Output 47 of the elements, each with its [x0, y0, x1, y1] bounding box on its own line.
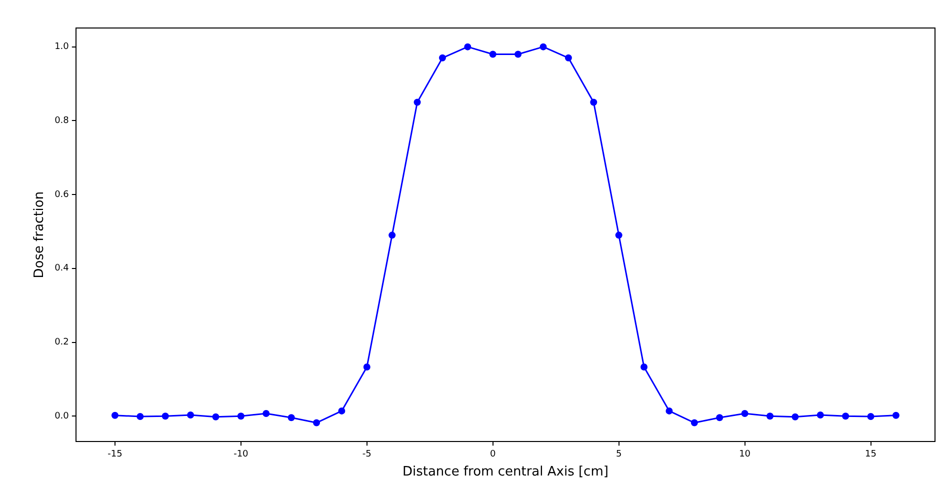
- x-tick-label: 15: [865, 449, 876, 460]
- point: [564, 54, 572, 62]
- point: [363, 364, 370, 371]
- y-tick-label: 0.2: [54, 338, 69, 348]
- y-tick-label: 1.0: [54, 42, 70, 52]
- point: [237, 412, 244, 420]
- point: [187, 412, 194, 419]
- point: [892, 412, 900, 419]
- x-axis-title: Distance from central Axis [cm]: [402, 464, 608, 480]
- point: [666, 407, 673, 414]
- point: [212, 413, 220, 420]
- point: [615, 232, 622, 239]
- point: [640, 364, 648, 371]
- point: [514, 50, 522, 58]
- point: [590, 98, 598, 106]
- point: [414, 98, 421, 106]
- x-tick-label: -10: [234, 449, 249, 460]
- point: [792, 413, 799, 420]
- point: [338, 407, 346, 414]
- x-tick-label: 10: [739, 449, 751, 460]
- point: [313, 419, 320, 426]
- x-tick-label: -15: [108, 449, 122, 460]
- y-tick-label: 0.8: [54, 116, 70, 126]
- point: [842, 412, 850, 420]
- y-tick-label: 0.0: [54, 411, 70, 422]
- point: [388, 232, 396, 239]
- y-tick-label: 0.6: [54, 190, 70, 200]
- point: [489, 50, 496, 58]
- point: [464, 43, 472, 50]
- point: [716, 414, 724, 422]
- x-tick-label: -5: [362, 449, 372, 460]
- x-tick-label: 0: [490, 449, 496, 460]
- point: [766, 412, 774, 420]
- point: [540, 43, 547, 50]
- point: [162, 412, 169, 420]
- y-tick-label: 0.4: [54, 264, 70, 274]
- point: [136, 412, 144, 420]
- point: [867, 412, 874, 420]
- point: [111, 412, 118, 419]
- point: [690, 419, 698, 426]
- point: [741, 410, 748, 418]
- point: [288, 414, 295, 422]
- point: [438, 54, 446, 62]
- point: [262, 410, 270, 418]
- x-tick-label: 5: [616, 449, 622, 460]
- point: [816, 412, 824, 419]
- y-axis-title: Dose fraction: [32, 191, 48, 278]
